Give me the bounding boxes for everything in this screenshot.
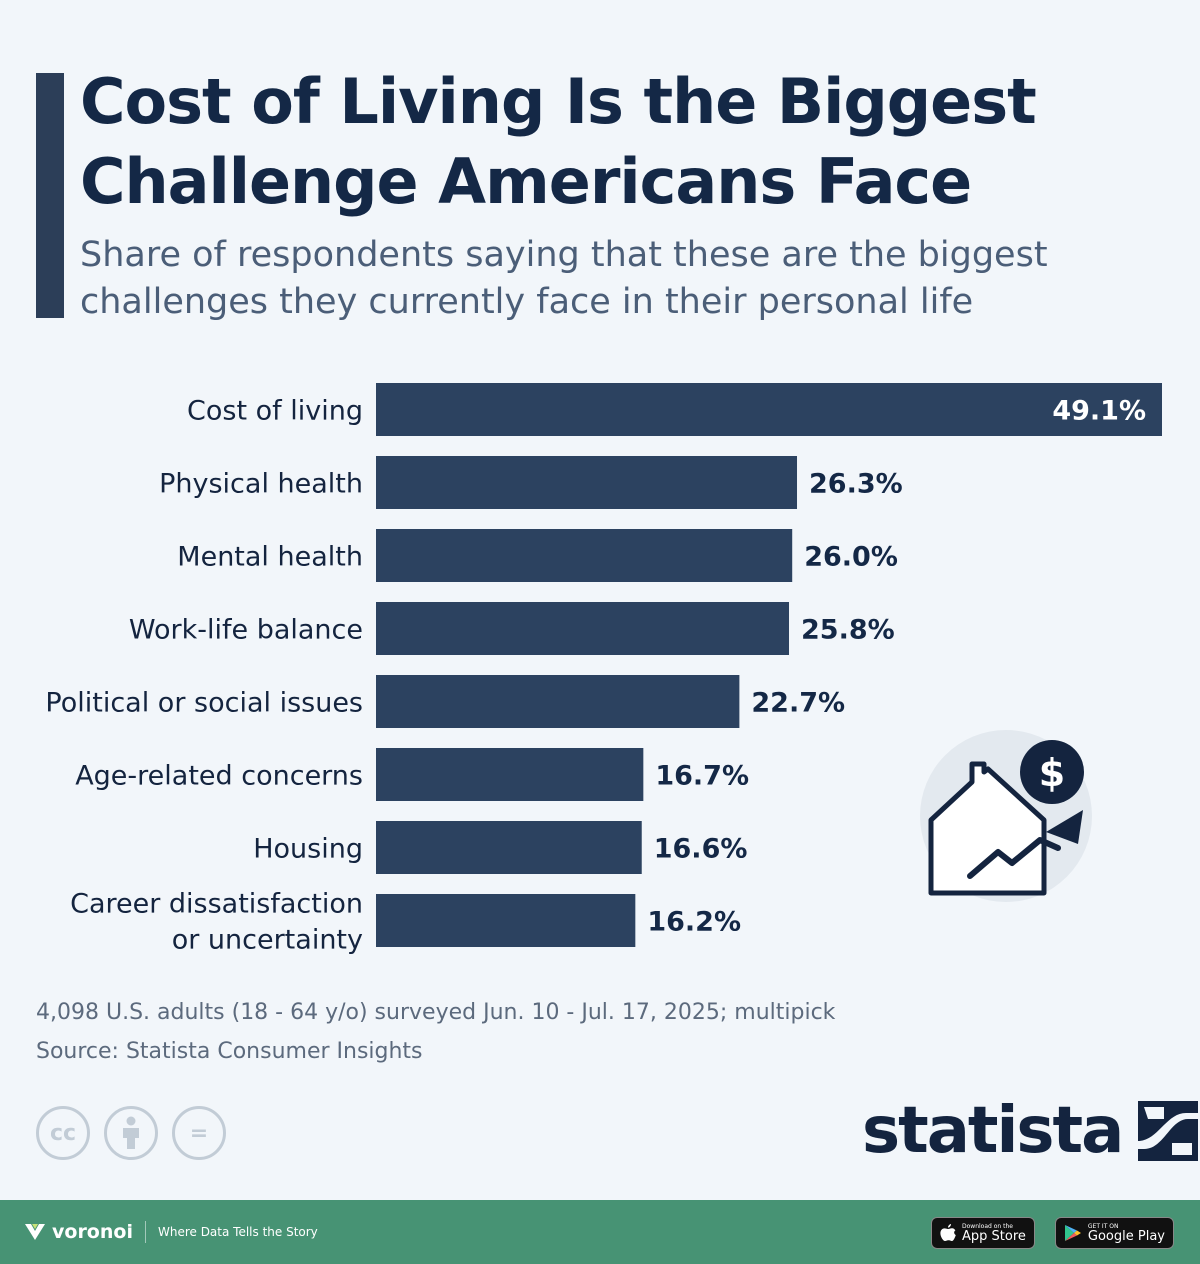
voronoi-icon [25, 1224, 45, 1240]
chart-subtitle: Share of respondents saying that these a… [80, 235, 1048, 322]
chart-title: Cost of Living Is the Biggest Challenge … [80, 65, 1037, 218]
dollar-symbol: $ [1039, 751, 1065, 795]
value-label-0: 49.1% [1052, 396, 1146, 427]
footer-bar: voronoi Where Data Tells the Story Downl… [0, 1200, 1200, 1264]
category-label-6: Housing [253, 834, 363, 865]
google-play-icon [1064, 1225, 1081, 1241]
value-label-5: 16.7% [655, 761, 749, 792]
category-label-3: Work-life balance [129, 615, 363, 646]
bar-5 [376, 748, 644, 801]
category-label-4: Political or social issues [45, 688, 363, 719]
bar-4 [376, 675, 740, 728]
bar-7 [376, 894, 636, 947]
voronoi-logo[interactable]: voronoi [24, 1221, 133, 1243]
attribution-icon[interactable] [104, 1106, 158, 1160]
value-label-3: 25.8% [801, 615, 895, 646]
value-label-6: 16.6% [654, 834, 748, 865]
google-play-button[interactable]: GET IT ON Google Play [1054, 1217, 1174, 1249]
voronoi-wordmark: voronoi [52, 1221, 133, 1243]
cc-icon-label: cc [49, 1120, 77, 1146]
survey-note: 4,098 U.S. adults (18 - 64 y/o) surveyed… [36, 1000, 836, 1025]
value-label-7: 16.2% [647, 907, 741, 938]
google-play-label: Google Play [1087, 1228, 1165, 1244]
category-label-7: Career dissatisfaction or uncertainty [70, 889, 363, 956]
person-icon [123, 1116, 139, 1149]
value-label-2: 26.0% [804, 542, 898, 573]
footer-tagline: Where Data Tells the Story [157, 1225, 318, 1239]
app-store-small-label: Download on the [962, 1222, 1013, 1230]
house-rising-price-icon: $ [920, 730, 1092, 902]
value-label-4: 22.7% [751, 688, 845, 719]
google-play-small-label: GET IT ON [1087, 1222, 1119, 1230]
source-note: Source: Statista Consumer Insights [36, 1039, 423, 1064]
bar-chart: Cost of living 49.1% Physical health 26.3% M… [45, 383, 1162, 956]
category-label-0: Cost of living [187, 396, 363, 427]
value-label-1: 26.3% [809, 469, 903, 500]
statista-logo-icon [1138, 1101, 1199, 1161]
app-store-label: App Store [962, 1228, 1026, 1244]
equals-icon-label: = [189, 1120, 209, 1146]
category-label-1: Physical health [159, 469, 363, 500]
bar-6 [376, 821, 642, 874]
app-store-badges: Download on the App Store GET IT ON Goog… [931, 1217, 1174, 1249]
title-accent-bar [36, 73, 64, 318]
category-label-5: Age-related concerns [75, 761, 363, 792]
no-derivatives-icon[interactable]: = [172, 1106, 226, 1160]
bar-1 [376, 456, 798, 509]
cc-icon[interactable]: cc [36, 1106, 90, 1160]
bar-0 [376, 383, 1162, 436]
bar-3 [376, 602, 790, 655]
statista-wordmark: statista [862, 1094, 1124, 1168]
apple-icon [940, 1224, 956, 1241]
footer-divider [144, 1221, 146, 1243]
bar-2 [376, 529, 793, 582]
app-store-button[interactable]: Download on the App Store [931, 1217, 1035, 1249]
category-label-2: Mental health [177, 542, 363, 573]
license-icons: cc = [36, 1106, 226, 1160]
statista-brand[interactable]: statista [862, 1094, 1199, 1168]
